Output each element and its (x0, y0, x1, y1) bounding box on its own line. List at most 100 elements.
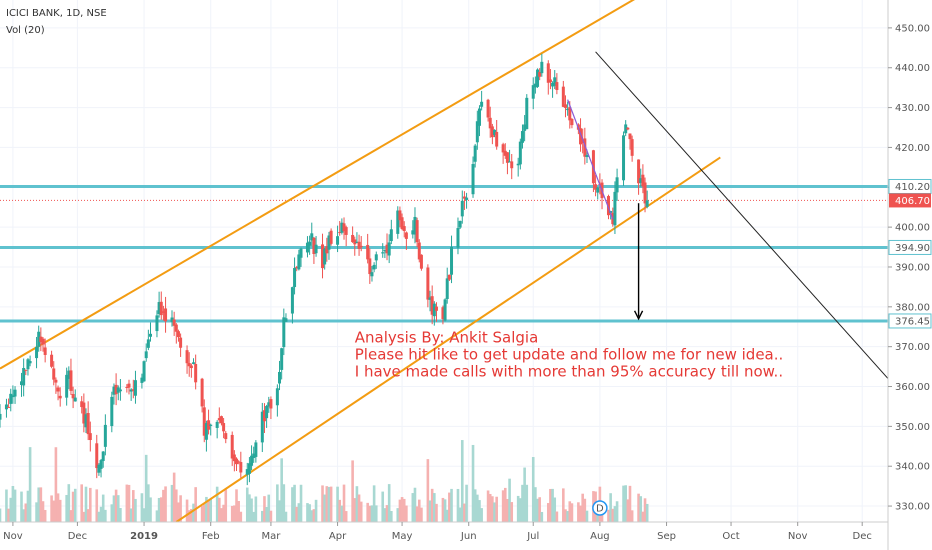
volume-bar (297, 503, 301, 522)
volume-bar (387, 484, 391, 522)
candle-body (97, 464, 101, 473)
candle-body (222, 423, 226, 432)
candle-body (372, 264, 376, 270)
candle-body (381, 252, 385, 254)
volume-bar (521, 484, 524, 522)
volume-bar (327, 486, 331, 522)
volume-bar (639, 496, 643, 522)
candle-body (538, 71, 542, 77)
candle-body (570, 118, 574, 126)
volume-bar (405, 505, 408, 522)
volume-bar (420, 507, 423, 522)
volume-bar (549, 488, 552, 522)
candle-body (41, 338, 45, 345)
candle-body (118, 389, 122, 392)
candle-body (224, 433, 228, 440)
candle-body (581, 139, 585, 144)
candle-body (202, 407, 206, 436)
volume-bar (65, 494, 68, 522)
candle-body (488, 117, 492, 129)
volume-bar (374, 505, 378, 522)
volume-bar (192, 503, 195, 522)
volume-bar (523, 467, 526, 522)
y-tick-label: 330.00 (895, 502, 930, 513)
candle-body (4, 404, 8, 410)
volume-bar (159, 497, 163, 522)
candle-body (43, 347, 47, 355)
volume-bar (218, 497, 221, 522)
candle-body (310, 233, 314, 241)
candle-body (413, 216, 417, 235)
channel-upper-line (0, 0, 636, 370)
volume-bar (555, 511, 559, 522)
volume-bar (463, 503, 466, 522)
volume-bar (390, 510, 393, 522)
candle-body (628, 133, 632, 140)
candle-body (176, 331, 180, 338)
y-tick-label: 450.00 (895, 23, 930, 34)
candle-body (159, 301, 163, 316)
dividend-badge-label: D (596, 504, 604, 515)
volume-bar (450, 488, 453, 522)
candle-body (269, 399, 273, 409)
volume-bar (628, 485, 632, 522)
volume-bar (441, 497, 445, 522)
candle-body (525, 97, 529, 130)
last-price-label: 406.70 (895, 196, 930, 207)
candle-body (321, 244, 325, 269)
volume-bar (99, 506, 103, 522)
y-tick-label: 440.00 (895, 63, 930, 74)
volume-bar (269, 510, 273, 522)
candle-body (428, 297, 432, 300)
candle-body (551, 82, 555, 87)
candle-body (458, 220, 462, 228)
candle-body (536, 69, 540, 87)
volume-bar (230, 505, 234, 522)
volume-bar (370, 505, 374, 522)
candle-body (430, 296, 434, 315)
volume-bar (476, 494, 479, 522)
candle-body (247, 463, 251, 474)
volume-bar (310, 510, 314, 522)
candle-body (232, 454, 236, 462)
volume-bar (478, 500, 481, 522)
volume-bar (205, 496, 208, 522)
candlesticks (0, 53, 649, 486)
volume-bar (400, 497, 404, 522)
volume-bar (58, 499, 62, 522)
volume-bar (284, 511, 288, 522)
volume-bar (510, 502, 514, 522)
volume-bar (501, 490, 505, 522)
candle-body (194, 364, 198, 383)
candle-body (239, 462, 243, 473)
candle-body (125, 386, 129, 388)
candle-body (80, 401, 84, 408)
volume-bar (233, 505, 236, 522)
volume-bar (73, 488, 77, 522)
volume-bar (329, 486, 333, 522)
candle-body (103, 424, 107, 447)
candle-body (480, 101, 484, 107)
volume-bar (162, 489, 165, 522)
volume-bar (129, 508, 133, 522)
candle-body (204, 423, 208, 440)
candle-body (284, 318, 288, 322)
candle-body (24, 369, 28, 371)
candle-body (325, 246, 329, 254)
candle-body (170, 317, 174, 322)
candle-body (510, 161, 514, 169)
volume-bar (443, 499, 447, 522)
candle-body (116, 387, 120, 393)
x-tick-label: Dec (68, 531, 87, 542)
volume-bar (207, 499, 210, 522)
volume-bar (448, 492, 451, 522)
candle-body (396, 210, 400, 234)
candle-body (404, 232, 408, 239)
projection-line (567, 99, 614, 220)
volume-bar (43, 509, 47, 522)
volume-bar (306, 503, 309, 522)
candle-body (359, 245, 363, 247)
candle-body (161, 311, 165, 313)
